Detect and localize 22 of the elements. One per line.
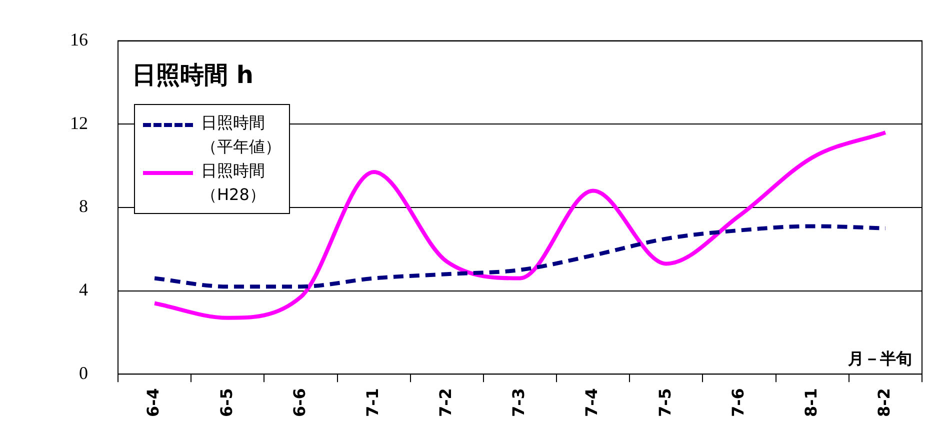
y-tick-label: 0 (79, 362, 88, 383)
x-tick-label: 6-6 (290, 388, 309, 417)
y-tick-label: 16 (70, 30, 88, 50)
x-tick-label: 7-5 (655, 388, 674, 417)
x-tick-label: 7-6 (728, 388, 748, 417)
x-tick-label: 8-1 (802, 388, 821, 417)
x-tick-label: 7-4 (582, 388, 602, 417)
legend-label: 日照時間（平年値） (201, 112, 281, 158)
y-tick-label: 4 (79, 280, 88, 300)
x-tick-label: 7-3 (509, 388, 528, 417)
x-tick-label: 6-5 (216, 388, 236, 417)
x-tick-label: 8-2 (874, 388, 894, 417)
text: 日照時間 h (132, 60, 254, 89)
x-tick-label: 7-1 (362, 388, 382, 417)
x-tick-label: 7-2 (436, 388, 456, 417)
x-tick-label: 6-4 (144, 388, 163, 417)
y-tick-label: 8 (79, 196, 88, 216)
line-series (152, 224, 888, 289)
legend-label: 日照時間（H28） (201, 160, 266, 206)
line-series (152, 130, 888, 320)
x-axis-title: 月－半旬 (847, 349, 912, 368)
y-tick-label: 12 (70, 112, 88, 133)
